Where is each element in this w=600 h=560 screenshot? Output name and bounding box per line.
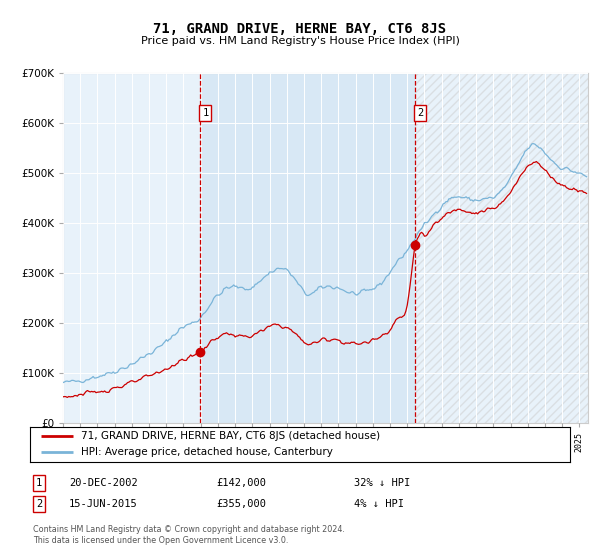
Text: This data is licensed under the Open Government Licence v3.0.: This data is licensed under the Open Gov… (33, 536, 289, 545)
Text: 71, GRAND DRIVE, HERNE BAY, CT6 8JS: 71, GRAND DRIVE, HERNE BAY, CT6 8JS (154, 22, 446, 36)
Text: Price paid vs. HM Land Registry's House Price Index (HPI): Price paid vs. HM Land Registry's House … (140, 36, 460, 46)
Text: Contains HM Land Registry data © Crown copyright and database right 2024.: Contains HM Land Registry data © Crown c… (33, 525, 345, 534)
Text: £142,000: £142,000 (216, 478, 266, 488)
Text: 20-DEC-2002: 20-DEC-2002 (69, 478, 138, 488)
Text: 2: 2 (417, 108, 424, 118)
Bar (415, 73, 588, 423)
Text: 32% ↓ HPI: 32% ↓ HPI (354, 478, 410, 488)
Text: 2: 2 (36, 499, 42, 509)
Bar (200, 73, 415, 423)
Text: 1: 1 (36, 478, 42, 488)
Text: 4% ↓ HPI: 4% ↓ HPI (354, 499, 404, 509)
Text: 71, GRAND DRIVE, HERNE BAY, CT6 8JS (detached house): 71, GRAND DRIVE, HERNE BAY, CT6 8JS (det… (82, 431, 380, 441)
Text: 15-JUN-2015: 15-JUN-2015 (69, 499, 138, 509)
Text: £355,000: £355,000 (216, 499, 266, 509)
Text: 1: 1 (202, 108, 208, 118)
Text: HPI: Average price, detached house, Canterbury: HPI: Average price, detached house, Cant… (82, 447, 333, 458)
Bar (415, 73, 588, 423)
